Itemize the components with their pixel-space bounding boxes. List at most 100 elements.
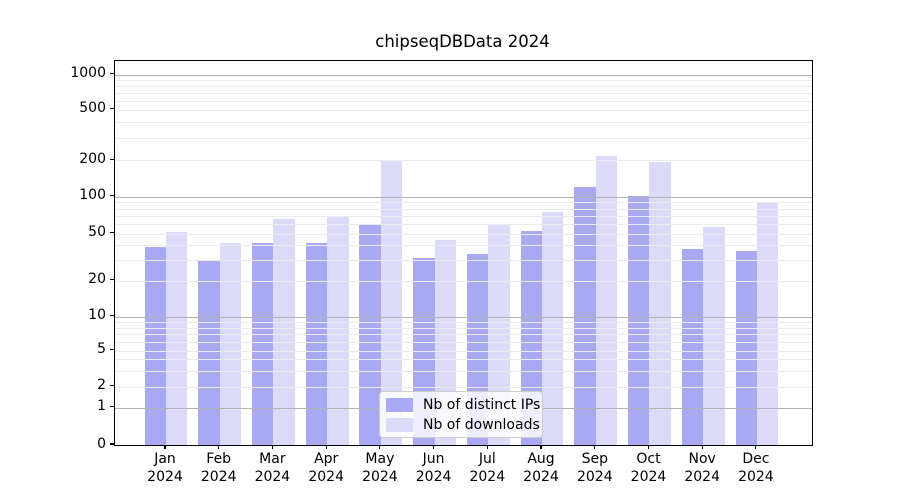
gridline-minor: [115, 202, 812, 204]
y-tick-mark: [110, 406, 114, 408]
gridline-minor: [115, 341, 812, 343]
x-tick-label-month: Feb: [206, 451, 232, 467]
gridline-minor: [115, 350, 812, 352]
bar-downloads: [595, 156, 618, 445]
y-tick-label: 100: [79, 187, 106, 204]
x-tick-label-year: 2024: [362, 468, 398, 485]
gridline-minor: [115, 280, 812, 282]
bar-distinct-ips: [144, 246, 166, 445]
x-tick-label: Nov 2024: [670, 451, 734, 486]
x-tick-label-month: Oct: [636, 451, 661, 467]
bar-distinct-ips: [198, 259, 220, 445]
x-tick-label: Mar 2024: [240, 451, 304, 486]
plot-area: [114, 60, 813, 446]
y-tick-label: 1000: [70, 65, 106, 81]
x-tick-label-month: Jul: [478, 451, 496, 467]
bar-distinct-ips: [628, 195, 650, 445]
y-tick-label: 1: [97, 398, 106, 415]
x-tick-label-year: 2024: [684, 468, 720, 485]
x-tick-label-month: Nov: [688, 451, 716, 467]
x-tick-mark: [486, 445, 488, 449]
x-tick-mark: [755, 445, 757, 449]
x-tick-label: Jun 2024: [402, 451, 466, 486]
bar-downloads: [166, 231, 188, 445]
bar-downloads: [273, 219, 295, 445]
x-tick-label: Aug 2024: [509, 451, 573, 486]
x-tick-label-month: Aug: [527, 451, 555, 467]
x-tick-label: Oct 2024: [617, 451, 681, 486]
x-tick-label-month: Dec: [742, 451, 770, 467]
x-tick-label: Jul 2024: [455, 451, 519, 486]
x-tick-label-year: 2024: [415, 468, 452, 485]
gridline-minor: [115, 85, 812, 87]
y-tick-mark: [110, 108, 114, 110]
x-tick-mark: [540, 445, 542, 449]
gridline-minor: [115, 138, 812, 140]
y-tick-label: 20: [88, 271, 106, 288]
x-tick-mark: [271, 445, 273, 449]
legend-label-downloads: Nb of downloads: [423, 416, 540, 433]
x-tick-label-year: 2024: [576, 468, 613, 485]
x-tick-label-month: Jun: [422, 451, 445, 467]
x-tick-label-year: 2024: [630, 468, 667, 485]
y-tick-mark: [110, 443, 114, 445]
gridline-major: [115, 74, 812, 76]
x-tick-mark: [433, 445, 435, 449]
gridline-major: [115, 196, 812, 198]
gridline-minor: [115, 215, 812, 217]
x-tick-label-month: Sep: [581, 451, 608, 467]
bar-downloads: [219, 242, 242, 445]
x-tick-label: Dec 2024: [724, 451, 788, 486]
legend-label-distinct-ips: Nb of distinct IPs: [423, 396, 541, 413]
x-tick-label-month: Apr: [314, 451, 339, 467]
bar-distinct-ips: [735, 250, 757, 445]
y-tick-label: 2: [97, 377, 106, 394]
y-tick-label: 500: [79, 100, 106, 117]
y-tick-mark: [110, 232, 114, 234]
y-tick-mark: [110, 349, 114, 351]
y-tick-mark: [110, 315, 114, 317]
bar-distinct-ips: [305, 242, 328, 445]
y-tick-label: 0: [97, 435, 106, 452]
y-tick-mark: [110, 195, 114, 197]
gridline-major: [115, 316, 812, 318]
y-tick-label: 200: [79, 150, 106, 167]
legend: Nb of distinct IPs Nb of downloads: [379, 391, 543, 438]
gridline-minor: [115, 160, 812, 162]
bar-downloads: [649, 162, 671, 445]
x-tick-mark: [218, 445, 220, 449]
x-tick-label: Sep 2024: [563, 451, 627, 486]
y-tick-mark: [110, 158, 114, 160]
gridline-minor: [115, 245, 812, 247]
bar-distinct-ips: [252, 242, 274, 445]
x-tick-mark: [594, 445, 596, 449]
bar-downloads: [327, 215, 349, 445]
x-tick-label-year: 2024: [738, 468, 774, 485]
x-tick-mark: [647, 445, 650, 449]
gridline-minor: [115, 359, 812, 361]
x-tick-label: Apr 2024: [294, 451, 358, 486]
grid-layer: [115, 61, 812, 445]
x-tick-mark: [701, 445, 703, 449]
x-tick-label-year: 2024: [469, 468, 506, 485]
gridline-minor: [115, 334, 812, 336]
x-tick-label-year: 2024: [200, 468, 237, 485]
y-tick-label: 5: [97, 341, 106, 358]
y-tick-mark: [110, 279, 114, 281]
x-tick-label: May 2024: [348, 451, 412, 486]
legend-swatch-downloads: [386, 417, 413, 432]
chart-title: chipseqDBData 2024: [375, 32, 550, 51]
y-tick-label: 50: [88, 224, 106, 241]
gridline-minor: [115, 370, 812, 372]
legend-item-distinct-ips: Nb of distinct IPs: [386, 397, 542, 413]
y-tick-mark: [110, 385, 114, 387]
gridline-minor: [115, 92, 812, 94]
x-tick-label-year: 2024: [308, 468, 344, 485]
y-tick-mark: [110, 72, 114, 75]
x-tick-mark: [379, 445, 381, 449]
gridline-minor: [115, 100, 812, 102]
x-tick-label-month: May: [365, 451, 395, 467]
gridline-minor: [115, 79, 812, 81]
gridline-minor: [115, 233, 812, 235]
